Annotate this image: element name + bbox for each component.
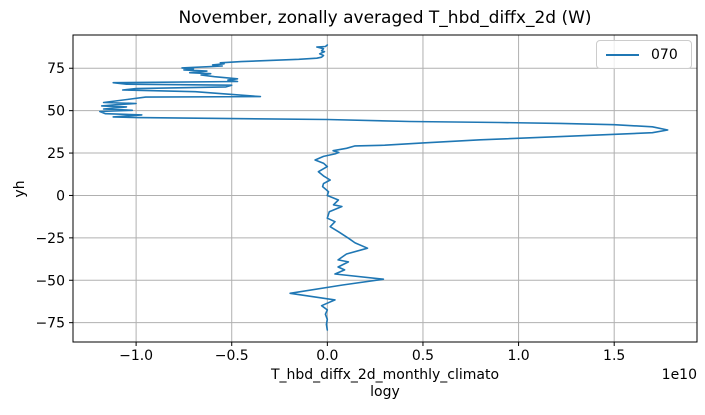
y-tick-label: 25 xyxy=(47,146,65,162)
legend-line-sample xyxy=(606,53,639,56)
y-tick-label: −50 xyxy=(35,273,65,289)
x-tick-label: 1.0 xyxy=(507,348,529,364)
y-tick-label: 0 xyxy=(56,188,65,204)
plot-border xyxy=(72,34,698,343)
y-tick-label: −75 xyxy=(35,316,65,332)
x-tick-label: 0.5 xyxy=(412,348,434,364)
x-tick-label: 0.0 xyxy=(316,348,338,364)
x-axis-label-line2: logy xyxy=(370,384,400,400)
chart-title: November, zonally averaged T_hbd_diffx_2… xyxy=(178,8,592,28)
y-tick-label: −25 xyxy=(35,231,65,247)
y-tick-label: 75 xyxy=(47,61,65,77)
x-axis-offset-text: 1e10 xyxy=(661,367,697,383)
legend-entry-label: 070 xyxy=(651,46,678,63)
x-tick-label: −0.5 xyxy=(215,348,249,364)
series-line-070 xyxy=(99,44,669,331)
x-axis-label-line1: T_hbd_diffx_2d_monthly_climato xyxy=(270,367,500,383)
legend-box: 070 xyxy=(596,40,692,69)
x-tick-label: 1.5 xyxy=(603,348,625,364)
y-tick-label: 50 xyxy=(47,104,65,120)
x-tick-label: −1.0 xyxy=(119,348,153,364)
y-axis-label: yh xyxy=(12,180,28,198)
x-axis-label: T_hbd_diffx_2d_monthly_climato logy xyxy=(73,367,697,401)
